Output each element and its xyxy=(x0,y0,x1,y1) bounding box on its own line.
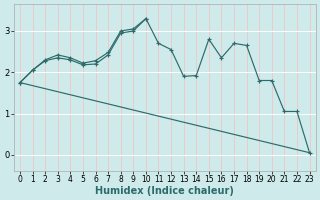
X-axis label: Humidex (Indice chaleur): Humidex (Indice chaleur) xyxy=(95,186,234,196)
